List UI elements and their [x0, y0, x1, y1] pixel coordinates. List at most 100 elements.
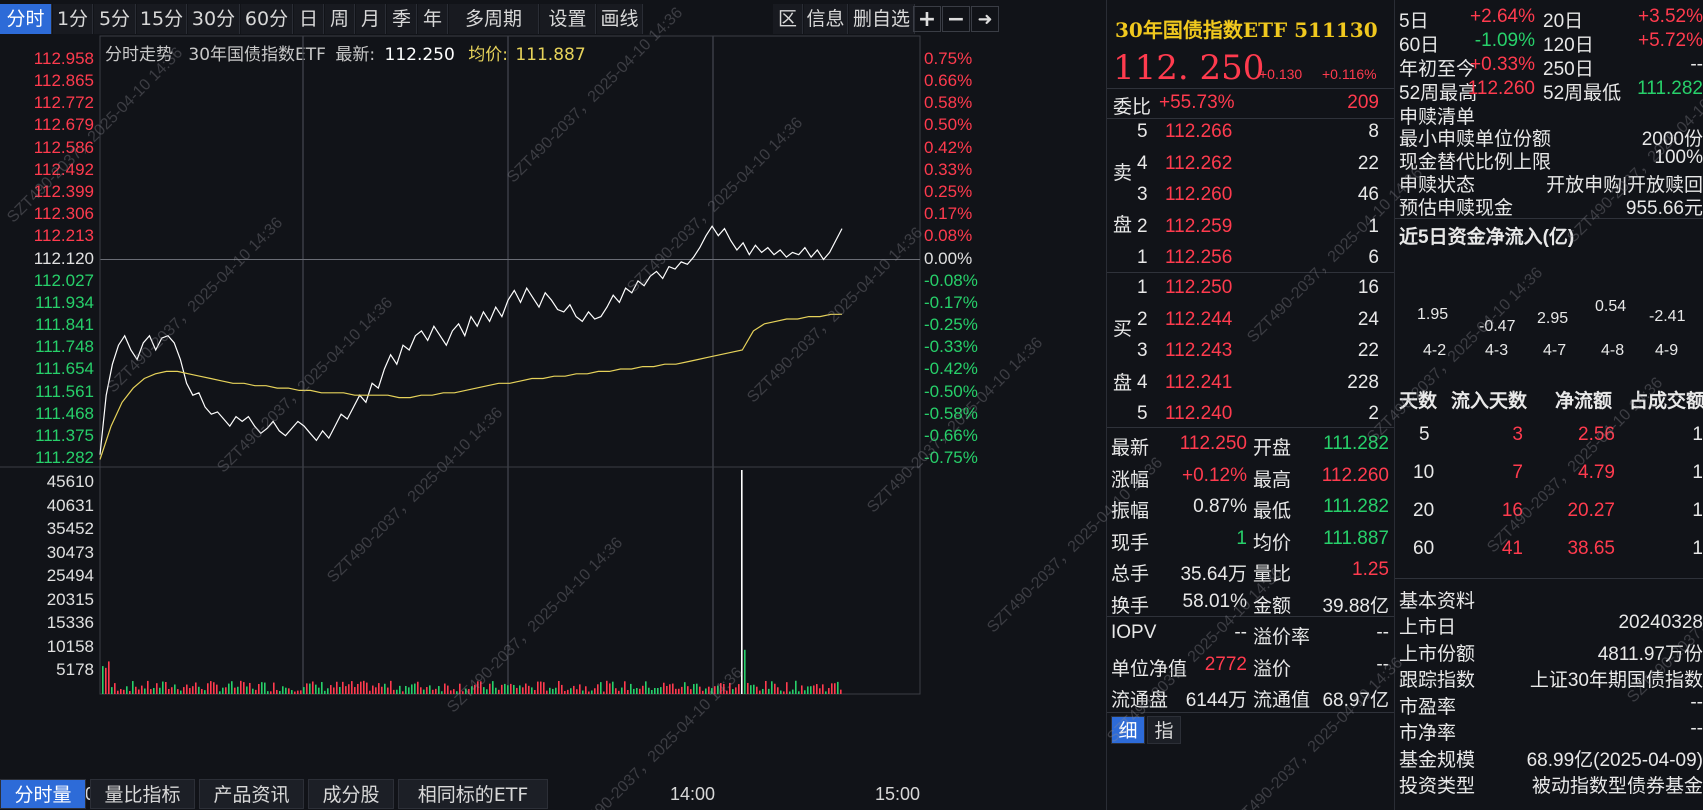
tab-index[interactable]: 指	[1147, 716, 1181, 744]
volume-bar	[789, 691, 791, 694]
level-price[interactable]: 112.243	[1165, 340, 1233, 361]
level-price[interactable]: 112.260	[1165, 184, 1233, 205]
price-tick: 112.492	[33, 159, 94, 179]
price-tick: 111.375	[35, 425, 94, 445]
tab-product-info[interactable]: 产品资讯	[199, 779, 304, 809]
stat-value: 2772	[1204, 653, 1247, 675]
tab-intraday-volume[interactable]: 分时量	[0, 779, 86, 809]
volume-bar	[336, 681, 338, 694]
volume-bar	[297, 690, 299, 694]
stat-value: 112.260	[1321, 464, 1389, 486]
fullscreen-icon[interactable]: ➜	[971, 6, 999, 32]
level-price[interactable]: 112.240	[1165, 403, 1233, 424]
basic-label: 基金规模	[1399, 749, 1476, 771]
perf-label: 20日	[1543, 11, 1584, 32]
level-price[interactable]: 112.259	[1165, 215, 1233, 237]
info-button[interactable]: 信息	[804, 4, 848, 34]
volume-bar	[243, 682, 245, 694]
tab-volume-ratio[interactable]: 量比指标	[90, 779, 195, 809]
volume-bar	[516, 687, 518, 694]
level-volume: 16	[1357, 277, 1379, 298]
period-tab-60min[interactable]: 60分	[241, 4, 293, 34]
period-tab-month[interactable]: 月	[356, 4, 386, 34]
redeem-value: 2000份	[1641, 129, 1703, 150]
stat-label: 开盘	[1253, 438, 1292, 459]
volume-bar	[729, 682, 731, 694]
volume-bar	[582, 690, 584, 694]
volume-bar	[165, 681, 167, 694]
period-tab-multi[interactable]: 多周期	[449, 4, 539, 34]
level-price[interactable]: 112.256	[1165, 247, 1233, 268]
period-tab-30min[interactable]: 30分	[188, 4, 240, 34]
volume-bar	[321, 682, 323, 694]
volume-bar	[579, 684, 581, 694]
stat-value: 1.25	[1352, 559, 1389, 580]
period-tab-year[interactable]: 年	[418, 4, 448, 34]
volume-bar	[609, 683, 611, 694]
volume-bar	[819, 688, 821, 694]
volume-bar	[114, 683, 116, 694]
buy-label-1: 买	[1113, 319, 1133, 340]
volume-bar	[108, 661, 110, 694]
period-tab-15min[interactable]: 15分	[137, 4, 187, 34]
volume-bar	[555, 687, 557, 694]
perf-value: -1.09%	[1474, 30, 1535, 51]
level-number: 3	[1137, 184, 1148, 205]
volume-bar	[426, 687, 428, 694]
stat-value: 112.250	[1179, 433, 1247, 454]
volume-bar	[132, 681, 134, 694]
period-tab-intraday[interactable]: 分时	[0, 4, 52, 34]
volume-bar	[606, 680, 608, 694]
flow-value: 2.95	[1537, 310, 1569, 327]
flow-header: 天数	[1399, 391, 1438, 412]
volume-bar	[726, 690, 728, 694]
percent-tick: -0.33%	[924, 337, 978, 357]
period-tab-quarter[interactable]: 季	[387, 4, 417, 34]
perf-value: +2.64%	[1470, 6, 1535, 27]
draw-line-button[interactable]: 画线	[597, 4, 643, 34]
tab-same-etf[interactable]: 相同标的ETF	[398, 779, 548, 809]
period-tab-1min[interactable]: 1分	[53, 4, 93, 34]
tab-detail[interactable]: 细	[1111, 716, 1145, 744]
redeem-label: 现金替代比例上限	[1399, 152, 1552, 173]
volume-bar	[186, 684, 188, 694]
settings-button[interactable]: 设置	[540, 4, 596, 34]
tab-constituents[interactable]: 成分股	[308, 779, 394, 809]
stat-label: 均价	[1253, 532, 1292, 554]
minus-icon[interactable]: −	[942, 6, 970, 32]
price-tick: 112.586	[33, 137, 94, 157]
volume-bar	[576, 689, 578, 694]
volume-bar	[423, 689, 425, 694]
range-button[interactable]: 区	[773, 4, 803, 34]
perf-value: 111.282	[1637, 78, 1703, 99]
level-price[interactable]: 112.244	[1165, 308, 1233, 330]
percent-tick: -0.66%	[924, 425, 978, 445]
percent-tick: 0.25%	[924, 182, 973, 202]
level-price[interactable]: 112.250	[1165, 277, 1233, 298]
volume-bar	[663, 682, 665, 694]
volume-bar	[801, 685, 803, 694]
price-tick: 111.748	[35, 337, 94, 357]
volume-bar	[171, 687, 173, 694]
flow-days: 60	[1413, 538, 1435, 559]
period-tab-day[interactable]: 日	[294, 4, 324, 34]
volume-bar	[732, 689, 734, 694]
period-tab-5min[interactable]: 5分	[94, 4, 136, 34]
level-price[interactable]: 112.266	[1165, 121, 1233, 142]
volume-bar	[288, 688, 290, 694]
volume-bar	[189, 688, 191, 694]
plus-icon[interactable]: +	[913, 6, 941, 32]
level-volume: 22	[1357, 152, 1379, 174]
volume-bar	[222, 687, 224, 694]
remove-watchlist-button[interactable]: 删自选	[849, 4, 915, 34]
latest-value: 112.250	[384, 45, 455, 65]
level-volume: 6	[1368, 247, 1379, 268]
percent-tick: -0.17%	[924, 292, 978, 312]
level-price[interactable]: 112.241	[1165, 371, 1233, 393]
volume-bar	[339, 686, 341, 694]
intraday-chart[interactable]	[0, 0, 1106, 810]
period-tab-week[interactable]: 周	[325, 4, 355, 34]
level-price[interactable]: 112.262	[1165, 152, 1233, 174]
price-tick: 111.934	[35, 292, 94, 312]
flow-value: 1.95	[1417, 306, 1449, 323]
